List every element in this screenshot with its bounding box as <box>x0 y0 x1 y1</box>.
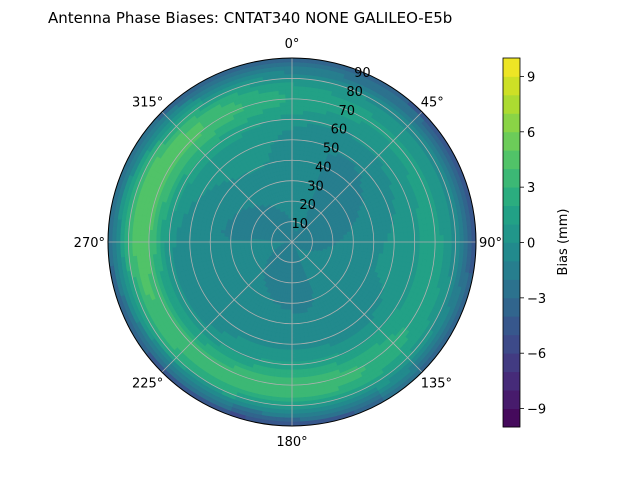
chart-title: Antenna Phase Biases: CNTAT340 NONE GALI… <box>48 9 452 27</box>
